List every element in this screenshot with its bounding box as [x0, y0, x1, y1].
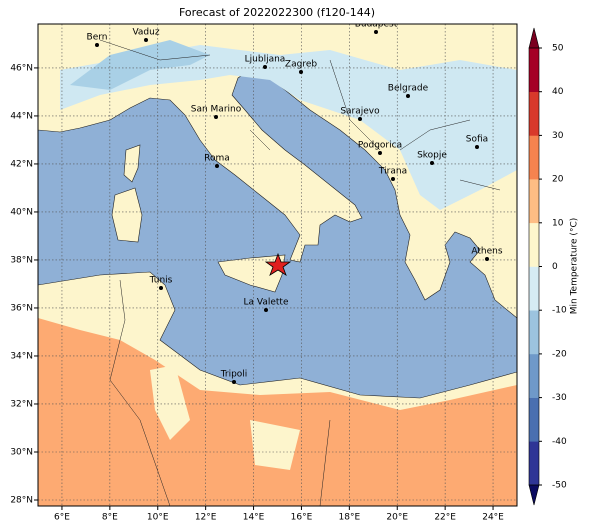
colorbar-band — [529, 135, 539, 180]
colorbar-band — [529, 48, 539, 92]
city-dot — [391, 177, 395, 181]
x-tick-label: 14°E — [243, 513, 265, 523]
city-label: Bern — [87, 33, 108, 43]
colorbar-tick-label: 40 — [552, 87, 564, 97]
x-tick-label: 8°E — [102, 513, 118, 523]
city-label: Zagreb — [285, 60, 317, 70]
x-tick-label: 6°E — [54, 513, 70, 523]
city-dot — [358, 117, 362, 121]
colorbar-tick-label: -40 — [552, 437, 567, 447]
city-dot — [215, 164, 219, 168]
colorbar-tick-label: -20 — [552, 349, 567, 359]
x-tick-label: 12°E — [195, 513, 217, 523]
y-tick-label: 38°N — [10, 255, 33, 265]
colorbar-band — [529, 397, 539, 442]
y-tick-label: 36°N — [10, 303, 33, 313]
y-tick-label: 30°N — [10, 447, 33, 457]
city-dot — [232, 380, 236, 384]
colorbar-tick-label: 0 — [552, 262, 558, 272]
colorbar-band — [529, 91, 539, 136]
x-tick-label: 24°E — [482, 513, 504, 523]
city-dot — [263, 65, 267, 69]
map-frame — [37, 23, 518, 507]
colorbar-tick-label: 20 — [552, 175, 564, 185]
colorbar: -50 -40 -30 -20 -10 0 10 20 30 40 50 Min Temperatur… — [528, 27, 580, 506]
colorbar-tick-label: -10 — [552, 306, 567, 316]
colorbar-tick-label: -50 — [552, 481, 567, 491]
city-dot — [430, 161, 434, 165]
colorbar-band — [529, 179, 539, 224]
x-tick-label: 16°E — [291, 513, 313, 523]
city-dot — [299, 70, 303, 74]
colorbar-label: Min Temperature (°C) — [570, 218, 580, 315]
city-dot — [485, 257, 489, 261]
colorbar-band — [529, 441, 539, 486]
city-dot — [374, 30, 378, 34]
y-tick-label: 44°N — [10, 111, 33, 121]
y-tick-label: 46°N — [10, 63, 33, 73]
city-dot — [144, 38, 148, 42]
city-label: Vaduz — [132, 28, 159, 38]
city-dot — [475, 145, 479, 149]
city-label: Ljubljana — [245, 55, 286, 65]
city-label: La Valette — [244, 298, 289, 308]
city-dot — [159, 286, 163, 290]
city-dot — [406, 94, 410, 98]
city-label: Roma — [204, 154, 230, 164]
sardinia — [111, 187, 143, 243]
x-tick-label: 22°E — [434, 513, 456, 523]
colorbar-tick-label: -30 — [552, 393, 567, 403]
y-tick-label: 28°N — [10, 495, 33, 505]
city-label: Skopje — [417, 151, 447, 161]
colorbar-band — [529, 222, 539, 267]
x-tick-label: 10°E — [147, 513, 169, 523]
city-dot — [95, 43, 99, 47]
colorbar-tick-label: 10 — [552, 218, 564, 228]
colorbar-over — [528, 27, 540, 49]
colorbar-band — [529, 266, 539, 311]
city-label: Budapest — [355, 20, 398, 30]
city-label: San Marino — [191, 105, 242, 115]
y-tick-label: 42°N — [10, 159, 33, 169]
alps-colder — [70, 40, 210, 90]
city-label: Sofia — [466, 135, 488, 145]
colorbar-under — [528, 484, 540, 506]
city-label: Athens — [471, 247, 502, 257]
forecast-star — [264, 252, 292, 276]
city-label: Tripoli — [220, 370, 248, 380]
city-dot — [378, 151, 382, 155]
borders — [99, 39, 501, 506]
colorbar-tick-label: 30 — [552, 131, 564, 141]
city-label: Belgrade — [388, 84, 429, 94]
cities: Bern Vaduz Budapest Ljubljana Zagreb Belgrade… — [87, 20, 503, 384]
map-area: Bern Vaduz Budapest Ljubljana Zagreb Belgrade… — [38, 20, 517, 506]
title: Forecast of 2022022300 (f120-144) — [179, 6, 375, 19]
city-dot — [264, 308, 268, 312]
x-tick-label: 18°E — [339, 513, 361, 523]
colorbar-band — [529, 353, 539, 398]
y-tick-label: 40°N — [10, 207, 33, 217]
city-label: Sarajevo — [340, 107, 380, 117]
africa-mild — [150, 365, 300, 470]
city-label: Tunis — [149, 276, 173, 286]
colorbar-tick-label: 50 — [552, 44, 564, 54]
y-tick-label: 34°N — [10, 351, 33, 361]
city-label: Podgorica — [358, 141, 402, 151]
colorbar-band — [529, 310, 539, 355]
alps-cold — [60, 45, 517, 210]
sicily — [217, 254, 286, 293]
y-tick-label: 32°N — [10, 399, 33, 409]
city-dot — [214, 115, 218, 119]
corsica — [123, 144, 141, 183]
x-tick-label: 20°E — [386, 513, 408, 523]
city-label: Tirana — [378, 167, 407, 177]
